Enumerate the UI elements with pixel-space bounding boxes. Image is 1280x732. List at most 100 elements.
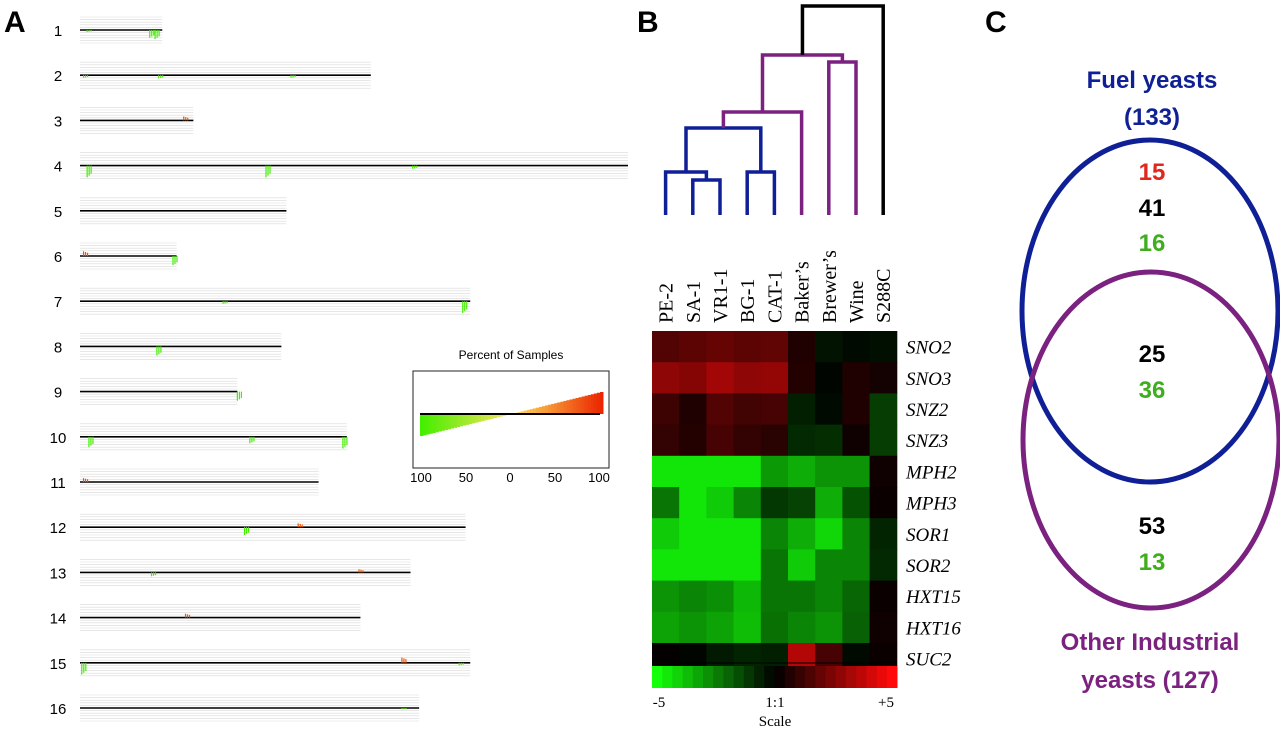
chromosome-row: 1 xyxy=(54,16,163,44)
scale-swatch xyxy=(692,666,704,688)
heatmap-cell xyxy=(788,611,816,644)
legend-ramp-slice xyxy=(587,394,592,415)
dendrogram-branch xyxy=(691,178,722,215)
strain-label: PE-2 xyxy=(656,283,678,323)
heatmap-cell xyxy=(815,580,843,613)
legend-ramp-slice xyxy=(423,414,427,436)
legend-tick-3: 0 xyxy=(506,470,513,485)
heatmap-cells xyxy=(652,331,898,675)
gene-label: SOR1 xyxy=(906,525,950,546)
scale-swatch xyxy=(723,666,735,688)
heatmap-cell xyxy=(760,331,789,363)
legend-ramp-slice xyxy=(484,414,488,421)
chromosome-label: 4 xyxy=(54,159,62,176)
legend-ramp-slice xyxy=(468,414,473,425)
heatmap-cell xyxy=(842,393,871,426)
scale-swatch xyxy=(733,666,745,688)
scale-swatch xyxy=(825,666,837,688)
legend-ramp-slice xyxy=(429,414,433,434)
chromosome-label: 12 xyxy=(50,520,67,537)
heatmap-cell xyxy=(788,549,816,582)
heatmap-cell xyxy=(869,518,898,550)
fuel-yeasts-title: Fuel yeasts xyxy=(1087,67,1218,94)
heatmap-cell xyxy=(760,455,789,488)
legend-ramp-slice xyxy=(548,404,552,415)
heatmap-cell xyxy=(679,362,707,394)
chromosome-label: 14 xyxy=(50,611,67,628)
legend-ramp-slice xyxy=(542,406,546,415)
other-industrial-title: Other Industrial xyxy=(1061,629,1240,656)
legend-ramp-slice xyxy=(426,414,430,435)
gene-label: SOR2 xyxy=(906,556,951,577)
heatmap-cell xyxy=(733,549,762,582)
percent-legend: Percent of Samples 100 50 0 50 100 xyxy=(410,348,610,485)
strain-label: Baker’s xyxy=(792,261,814,323)
heatmap-cell xyxy=(760,611,789,644)
chromosome-row: 14 xyxy=(50,604,361,631)
gene-label: SNZ2 xyxy=(906,400,949,421)
legend-ramp-slice xyxy=(520,411,525,415)
legend-ramp-slice xyxy=(593,393,598,415)
heatmap-cell xyxy=(842,611,871,644)
heatmap-cell xyxy=(842,549,871,582)
scale-swatch xyxy=(703,666,714,688)
heatmap-cell xyxy=(733,455,762,488)
heatmap-cell xyxy=(869,549,898,582)
heatmap-cell xyxy=(706,549,735,582)
dendrogram-branch xyxy=(827,60,858,215)
legend-ramp-slice xyxy=(481,414,485,422)
panel-label-c: C xyxy=(985,6,1007,39)
heatmap-cell xyxy=(706,393,735,426)
heatmap-cell xyxy=(652,518,680,550)
heatmap-cell xyxy=(652,393,680,426)
chromosome-row: 15 xyxy=(50,649,471,677)
heatmap-cell xyxy=(815,549,843,582)
scale-min-label: -5 xyxy=(653,695,666,711)
heatmap-cell xyxy=(788,487,816,519)
heatmap-cell xyxy=(706,611,735,644)
gene-label: MPH3 xyxy=(905,494,957,515)
legend-title: Percent of Samples xyxy=(459,348,564,362)
strain-label: VR1-1 xyxy=(710,269,732,323)
heatmap-cell xyxy=(842,331,871,363)
legend-ramp-slice xyxy=(600,392,604,415)
chromosome-label: 13 xyxy=(50,565,67,582)
other-only-count-green: 13 xyxy=(1139,549,1166,576)
legend-ramp-slice xyxy=(450,414,455,429)
chromosome-label: 5 xyxy=(54,204,62,221)
legend-ramp-slice xyxy=(578,397,583,415)
other-industrial-ellipse xyxy=(1020,269,1280,611)
heatmap-cell xyxy=(869,393,898,426)
heatmap-cell xyxy=(760,424,789,457)
legend-ramp-slice xyxy=(572,398,577,415)
gene-label: SNO2 xyxy=(906,338,952,359)
chromosome-label: 11 xyxy=(50,475,66,492)
chromosome-label: 6 xyxy=(54,249,62,266)
chromosome-row: 11 xyxy=(50,468,319,496)
legend-ramp-slice xyxy=(557,402,561,415)
gene-labels: SNO2 SNO3 SNZ2 SNZ3 MPH2 MPH3 SOR1 SOR2 HXT15 HXT… xyxy=(905,338,961,671)
legend-ramp-slice xyxy=(563,400,567,415)
heatmap-cell xyxy=(760,362,789,394)
scale-swatch xyxy=(886,666,898,688)
scale-swatch xyxy=(713,666,724,688)
chromosome-row: 6 xyxy=(54,242,177,270)
heatmap-cell xyxy=(706,518,735,550)
scale-swatch xyxy=(743,666,755,688)
gene-label: SNZ3 xyxy=(906,431,948,452)
heatmap-cell xyxy=(760,393,789,426)
legend-ramp-slice xyxy=(487,414,491,420)
scale-swatch xyxy=(652,666,663,688)
heatmap-cell xyxy=(679,611,707,644)
heatmap-cell xyxy=(788,393,816,426)
legend-ramp-slice xyxy=(529,409,534,415)
heatmap-cell xyxy=(733,362,762,394)
fuel-only-count-red: 15 xyxy=(1139,159,1166,186)
heatmap-cell xyxy=(706,331,735,363)
heatmap-cell xyxy=(733,580,762,613)
heatmap-cell xyxy=(815,393,843,426)
legend-ramp-slice xyxy=(447,414,451,430)
legend-ramp-slice xyxy=(538,406,543,415)
